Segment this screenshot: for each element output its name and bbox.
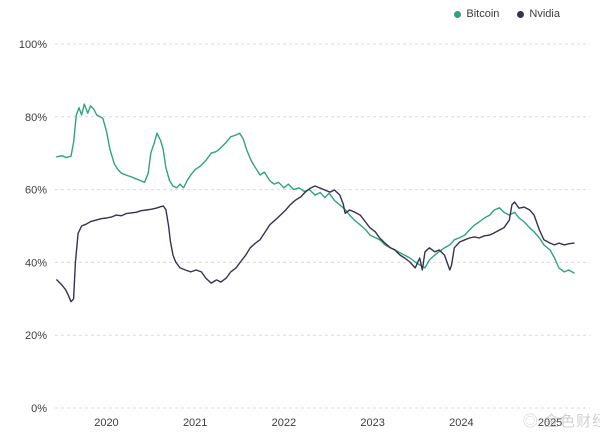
legend-item-bitcoin[interactable]: Bitcoin [454, 8, 499, 20]
chart-legend: Bitcoin Nvidia [454, 8, 560, 20]
nvidia-legend-dot-icon [517, 10, 525, 18]
x-tick-label: 2020 [94, 417, 118, 429]
x-tick-label: 2024 [449, 417, 473, 429]
series-line-bitcoin [56, 103, 575, 274]
x-tick-label: 2025 [538, 417, 562, 429]
bitcoin-legend-label: Bitcoin [466, 8, 500, 20]
watermark-text: 金色财经 [543, 413, 600, 430]
y-tick-label: 20% [25, 330, 47, 342]
legend-item-nvidia[interactable]: Nvidia [517, 8, 560, 20]
y-tick-label: 100% [19, 39, 47, 51]
watermark-logo-icon: ◎ [522, 413, 539, 430]
x-tick-label: 2022 [272, 417, 296, 429]
nvidia-legend-label: Nvidia [529, 8, 560, 20]
x-tick-label: 2021 [183, 417, 207, 429]
y-tick-label: 60% [25, 185, 47, 197]
bitcoin-legend-dot-icon [454, 10, 462, 18]
watermark: ◎ 金色财经 [523, 410, 600, 431]
x-tick-label: 2023 [360, 417, 384, 429]
y-tick-label: 0% [31, 403, 47, 415]
y-tick-label: 80% [25, 112, 47, 124]
y-tick-label: 40% [25, 257, 47, 269]
series-line-nvidia [56, 185, 575, 303]
